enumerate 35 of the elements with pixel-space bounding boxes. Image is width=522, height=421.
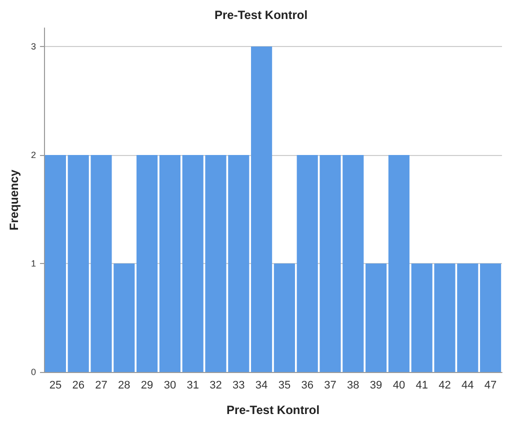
x-tick-label: 47	[484, 380, 497, 392]
y-tick-label: 1	[30, 258, 36, 268]
y-axis-title: Frequency	[7, 169, 21, 230]
x-tick-label: 38	[347, 380, 360, 392]
y-tick-label: 2	[30, 150, 36, 160]
x-tick-label: 34	[255, 380, 268, 392]
x-tick-label: 31	[186, 380, 199, 392]
x-tick-label: 28	[118, 380, 130, 392]
x-tick-label: 41	[416, 380, 428, 392]
y-tick-label: 0	[30, 367, 36, 377]
x-tick-label: 40	[392, 380, 406, 392]
x-tick-label: 30	[164, 380, 176, 392]
x-tick-label: 37	[324, 380, 336, 392]
x-tick-label: 26	[72, 380, 84, 392]
bar	[251, 46, 272, 372]
bar	[159, 154, 180, 372]
x-tick-label: 44	[462, 380, 474, 392]
x-tick-label: 29	[140, 380, 154, 392]
y-tick-label: 3	[30, 41, 36, 52]
x-tick-label: 35	[278, 380, 291, 392]
bar	[480, 263, 502, 372]
x-tick-label: 42	[438, 380, 451, 392]
x-tick-label: 33	[232, 380, 245, 392]
bar	[274, 263, 295, 372]
bar	[44, 154, 66, 372]
x-tick-label: 36	[301, 380, 314, 392]
x-tick-label: 25	[49, 380, 62, 392]
x-tick-label: 27	[95, 380, 108, 392]
bar	[136, 154, 158, 372]
bar	[388, 154, 410, 372]
bar	[366, 263, 387, 372]
x-axis-title: Pre-Test Kontrol	[226, 403, 320, 417]
x-tick-label: 32	[210, 380, 222, 392]
x-tick-label: 39	[370, 380, 382, 392]
chart-title: Pre-Test Kontrol	[214, 8, 308, 22]
